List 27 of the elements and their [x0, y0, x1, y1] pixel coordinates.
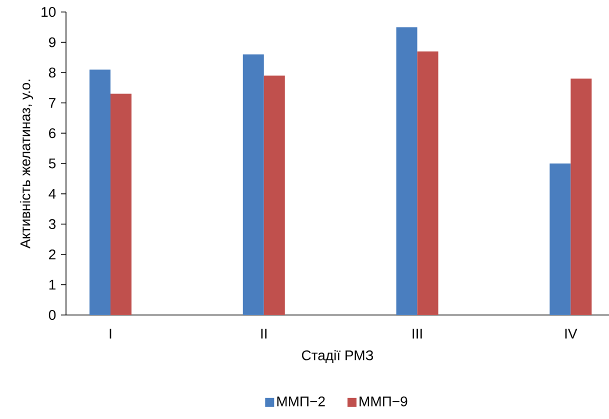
bar: [550, 163, 571, 315]
y-tick-label: 10: [42, 7, 56, 17]
x-tick-label: III: [412, 328, 422, 338]
y-tick-label: 2: [49, 249, 56, 260]
bar: [264, 76, 285, 315]
y-tick-label: 7: [49, 98, 56, 108]
legend-label: ММП−2: [277, 396, 325, 406]
y-tick-label: 0: [48, 310, 56, 320]
bar: [417, 51, 438, 315]
y-tick-label: 1: [49, 280, 56, 290]
bar: [89, 70, 110, 315]
x-axis-title: Стадії РМЗ: [302, 350, 374, 363]
bar: [110, 94, 132, 315]
y-tick-label: 8: [48, 68, 56, 78]
bar: [396, 27, 418, 315]
y-tick-label: 3: [48, 219, 56, 230]
y-tick-label: 4: [48, 188, 56, 199]
bar: [570, 78, 592, 315]
y-tick-label: 6: [49, 128, 56, 138]
y-tick-label: 9: [49, 37, 56, 48]
x-tick-label: IV: [565, 328, 578, 338]
y-tick-label: 5: [48, 158, 56, 168]
y-axis-title: Активність желатиназ, у.о.: [20, 80, 34, 248]
x-tick-label: I: [110, 328, 112, 338]
legend-label: ММП−9: [360, 396, 408, 406]
bar: [242, 54, 264, 315]
x-tick-label: II: [261, 328, 266, 338]
